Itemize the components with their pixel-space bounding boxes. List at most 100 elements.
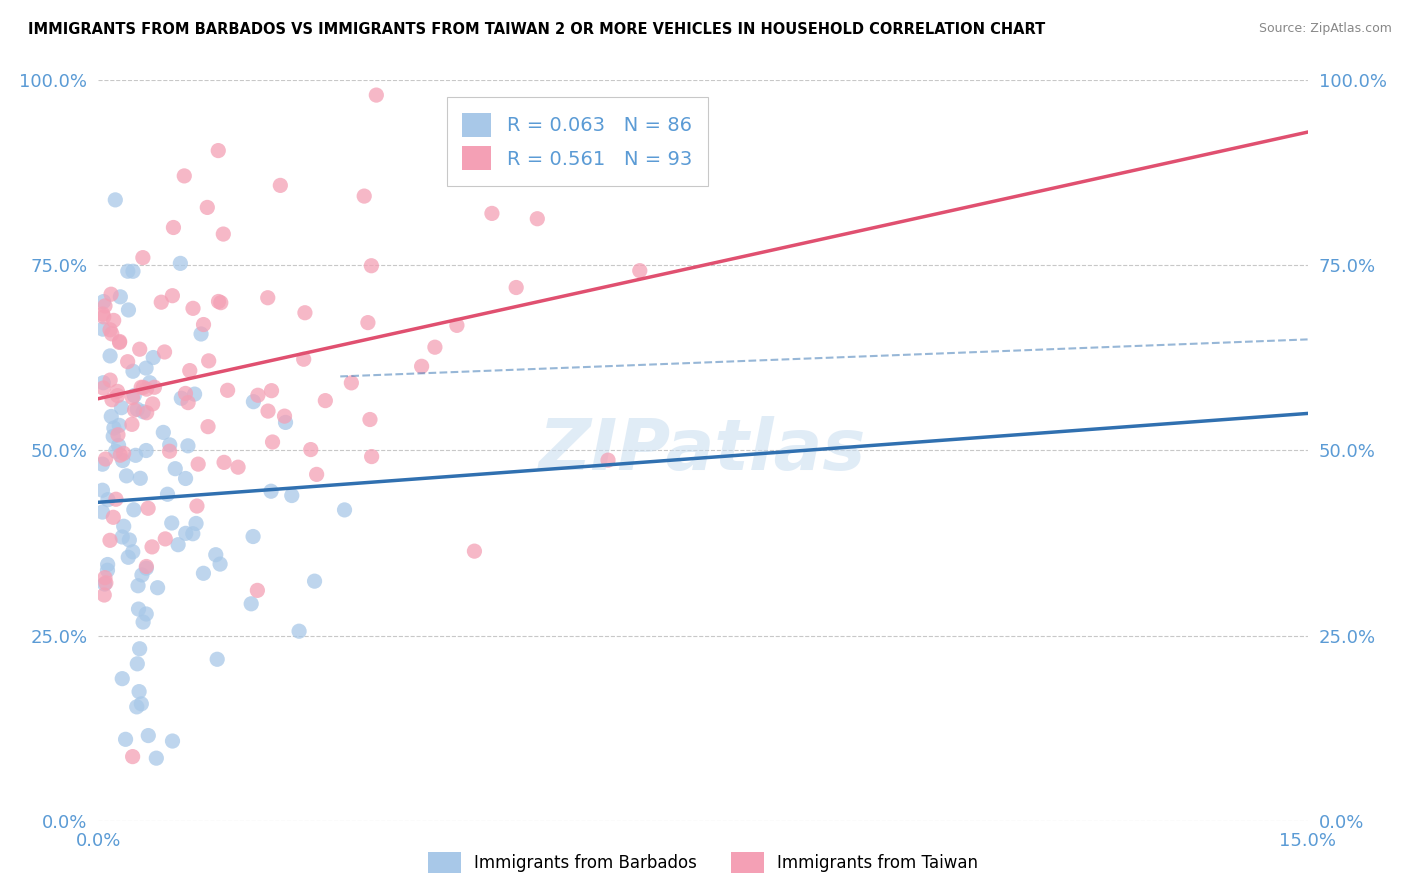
Point [628, 263, 651, 277]
Point [108, 418, 131, 433]
Point [117, 302, 139, 317]
Point [360, 259, 382, 273]
Point [97, 492, 120, 507]
Point [93, 294, 115, 309]
Point [121, 417, 143, 432]
Point [122, 388, 145, 402]
Point [212, 455, 235, 469]
Point [333, 503, 356, 517]
Point [174, 526, 197, 541]
Point [281, 489, 304, 503]
Point [274, 416, 297, 430]
Point [128, 684, 150, 698]
Point [153, 345, 176, 359]
Point [107, 427, 129, 442]
Point [103, 421, 125, 435]
Point [127, 402, 149, 417]
Point [269, 178, 291, 193]
Point [122, 364, 145, 378]
Point [209, 557, 232, 571]
Point [111, 530, 134, 544]
Point [94, 571, 117, 585]
Text: Source: ZipAtlas.com: Source: ZipAtlas.com [1258, 22, 1392, 36]
Point [135, 361, 157, 376]
Point [186, 499, 208, 513]
Point [526, 211, 548, 226]
Point [128, 342, 150, 356]
Point [131, 568, 153, 582]
Point [98, 349, 121, 363]
Point [104, 444, 127, 458]
Point [135, 382, 157, 396]
Point [115, 468, 138, 483]
Point [240, 597, 263, 611]
Point [156, 487, 179, 501]
Point [155, 532, 177, 546]
Point [481, 206, 503, 220]
Point [193, 566, 215, 581]
Text: ZIPatlas: ZIPatlas [540, 416, 866, 485]
Point [100, 409, 122, 424]
Point [98, 323, 121, 337]
Point [174, 386, 197, 401]
Point [94, 452, 117, 467]
Point [141, 540, 163, 554]
Point [94, 299, 117, 313]
Point [177, 439, 200, 453]
Point [150, 295, 173, 310]
Point [91, 505, 114, 519]
Point [195, 201, 218, 215]
Point [207, 144, 229, 158]
Point [145, 751, 167, 765]
Point [193, 318, 215, 332]
Point [136, 729, 159, 743]
Point [122, 503, 145, 517]
Point [91, 483, 114, 498]
Point [423, 340, 446, 354]
Point [121, 749, 143, 764]
Point [366, 88, 388, 103]
Point [162, 288, 184, 302]
Point [117, 264, 139, 278]
Point [505, 280, 527, 294]
Point [121, 391, 143, 405]
Point [91, 307, 114, 321]
Point [93, 310, 115, 324]
Point [294, 306, 316, 320]
Point [217, 384, 239, 398]
Point [187, 457, 209, 471]
Point [204, 548, 226, 562]
Point [117, 550, 139, 565]
Point [110, 401, 132, 415]
Point [129, 380, 152, 394]
Point [260, 484, 283, 499]
Point [205, 652, 228, 666]
Point [91, 322, 114, 336]
Point [132, 380, 155, 394]
Point [125, 699, 148, 714]
Point [260, 384, 283, 398]
Point [184, 516, 207, 531]
Point [97, 558, 120, 572]
Point [107, 384, 129, 399]
Point [142, 397, 165, 411]
Point [162, 220, 184, 235]
Point [101, 392, 124, 407]
Point [146, 581, 169, 595]
Point [143, 380, 166, 394]
Point [124, 448, 146, 462]
Point [359, 412, 381, 426]
Point [103, 313, 125, 327]
Point [118, 533, 141, 547]
Point [177, 395, 200, 409]
Point [108, 335, 131, 350]
Point [111, 453, 134, 467]
Point [103, 429, 125, 443]
Point [209, 295, 232, 310]
Point [159, 444, 181, 458]
Point [197, 354, 219, 368]
Point [112, 446, 135, 460]
Point [104, 193, 127, 207]
Point [181, 526, 204, 541]
Point [242, 394, 264, 409]
